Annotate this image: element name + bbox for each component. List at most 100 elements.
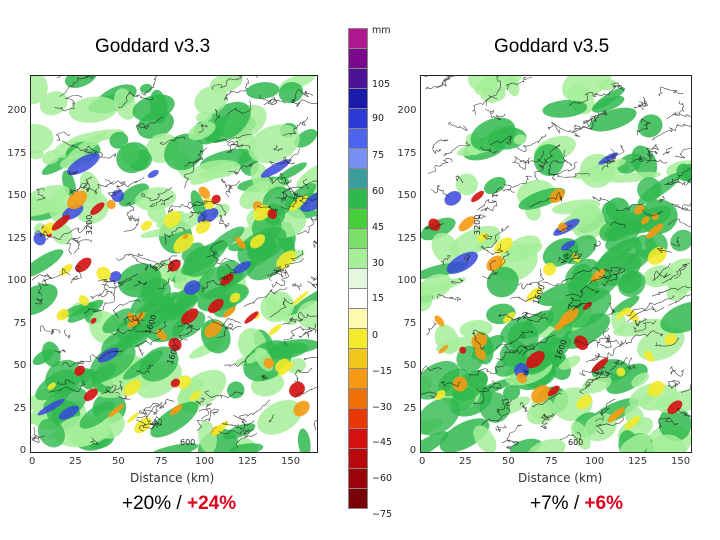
terrain-contour [634,318,647,327]
precip-band-cell [164,294,199,321]
precip-warm-cell [607,407,626,423]
terrain-contour [472,383,495,405]
precip-warm-cell [641,216,650,225]
precip-green-cell [637,114,663,138]
precip-warm-cell [590,268,606,282]
terrain-contour [423,223,444,230]
precip-warm-cell [123,379,142,397]
precip-blue-cell [260,159,291,178]
terrain-contour [226,141,240,154]
terrain-contour [443,141,470,157]
terrain-contour [218,429,255,437]
terrain-contour [517,269,545,290]
terrain-contour [674,198,710,211]
terrain-contour [136,116,163,128]
terrain-contour [43,222,91,240]
precip-band-cell [593,236,640,271]
terrain-contour [483,233,492,241]
precip-warm-cell [67,190,88,210]
precip-green-cell [116,142,150,174]
terrain-contour [656,246,672,254]
x-tick-label: 0 [29,456,36,467]
colorbar-swatch [348,408,368,429]
x-tick-label: 125 [238,456,258,467]
terrain-contour [34,298,43,305]
terrain-contour [426,322,437,336]
y-tick-label: 25 [403,402,417,414]
terrain-contour [303,356,327,363]
y-tick-label: 75 [13,317,27,329]
terrain-contour [601,399,616,412]
terrain-contour [298,323,316,338]
precip-blue-cell [33,232,46,246]
precip-warm-cell [438,345,449,354]
terrain-contour [448,121,468,131]
x-tick-label: 100 [585,456,605,467]
precip-green-cell [606,363,648,395]
precip-band-cell [102,308,134,334]
x-tick-label: 150 [281,456,301,467]
terrain-contour [310,276,319,281]
terrain-contour [630,155,668,164]
terrain-contour [626,306,665,316]
precip-band-cell [133,291,179,325]
terrain-contour [224,354,250,367]
precip-warm-cell [647,246,667,265]
precip-green-cell [67,132,107,160]
terrain-contour [275,187,306,200]
terrain-contour [307,280,323,289]
terrain-contour [550,117,594,133]
terrain-contour [427,157,453,174]
precip-warm-cell [275,358,290,373]
terrain-contour [222,421,239,427]
terrain-contour [183,158,203,189]
precip-warm-cell [647,380,665,397]
precip-green-cell [164,133,204,171]
precip-warm-cell [591,357,609,373]
terrain-contour [283,326,319,346]
terrain-contour [558,253,569,264]
map-frame [30,75,318,453]
terrain-contour [489,135,513,146]
precip-green-cell [553,387,593,421]
terrain-contour [542,267,600,287]
precip-warm-cell [516,372,528,384]
terrain-contour [420,391,438,398]
terrain-contour [567,297,581,312]
terrain-contour [514,150,544,164]
terrain-contour [671,236,680,247]
precip-green-cell [611,311,627,333]
right-panel-title: Goddard v3.5 [494,36,610,57]
y-tick-label: 75 [403,317,417,329]
precip-green-cell [277,162,307,181]
precip-warm-cell [163,210,182,228]
terrain-contour [610,82,625,92]
x-tick-label: 50 [112,456,125,467]
terrain-contour [70,176,93,194]
precip-warm-cell [576,394,592,410]
terrain-contour [565,285,600,299]
terrain-contour [83,295,115,314]
terrain-contour [601,268,621,287]
map-frame [420,75,692,453]
terrain-contour [430,185,449,197]
precip-green-cell [455,173,478,196]
terrain-contour [261,375,269,381]
colorbar-label: −30 [372,402,393,413]
terrain-contour [142,399,175,416]
precip-warm-cell [267,209,278,219]
right-stat-b: +6% [584,493,623,514]
precip-warm-cell [503,312,516,323]
y-tick-label: 200 [7,105,27,116]
terrain-contour [271,269,289,288]
precip-blue-cell [147,169,159,179]
colorbar-label: −75 [372,509,393,520]
precip-green-cell [223,423,256,440]
terrain-contour [596,327,611,348]
terrain-contour [455,175,464,183]
terrain-contour [157,277,170,289]
precip-band-cell [123,350,164,380]
y-tick-label: 200 [397,105,417,116]
terrain-contour [496,345,518,361]
precip-warm-cell [293,400,310,417]
